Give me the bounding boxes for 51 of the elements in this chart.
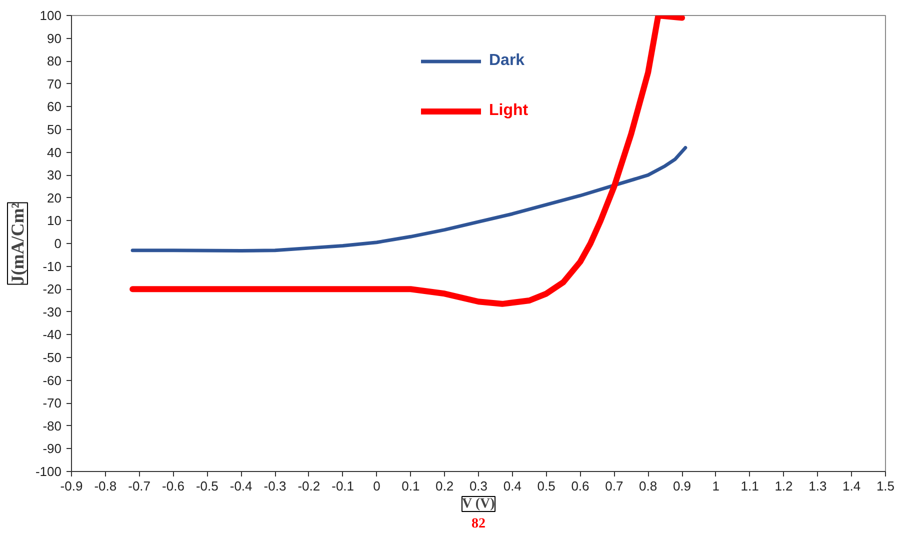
x-tick-label: 0.5 (537, 478, 556, 494)
legend-label: Dark (489, 52, 525, 70)
y-tick-label: 40 (47, 144, 62, 160)
x-tick-label: 0.9 (672, 478, 692, 494)
y-tick-label: 100 (40, 8, 62, 23)
x-tick-label: 0.8 (639, 478, 658, 494)
x-tick-label: 1.2 (774, 478, 793, 494)
x-tick-label: -0.5 (196, 478, 218, 494)
x-tick-label: 0.6 (571, 478, 590, 494)
y-tick-label: -40 (42, 327, 62, 342)
y-tick-label: 70 (47, 76, 62, 92)
x-tick-label: 1 (712, 478, 720, 494)
y-axis-title: J(mA/Cm² (8, 202, 28, 284)
x-tick-label: 1.4 (842, 478, 861, 494)
x-tick-label: 0.2 (436, 478, 454, 494)
line-series (130, 146, 688, 253)
y-tick-label: -50 (42, 350, 62, 365)
x-tick-label: -0.8 (94, 478, 117, 494)
y-tick-label: 80 (47, 54, 62, 69)
y-tick-label: 30 (47, 168, 62, 183)
x-tick-label: 0.1 (402, 478, 420, 494)
y-tick-label: -30 (42, 304, 62, 320)
x-tick-label: -0.6 (162, 478, 184, 494)
y-tick-label: -80 (42, 418, 62, 434)
y-tick-label: 0 (54, 236, 62, 251)
x-tick-label: 0 (373, 478, 380, 494)
y-tick-label: -70 (42, 396, 62, 411)
y-tick-label: 90 (47, 30, 62, 46)
y-tick-label: -90 (42, 441, 62, 456)
x-tick-label: 0.3 (469, 478, 488, 494)
y-tick-label: 60 (47, 99, 62, 114)
text: 82 (472, 516, 486, 532)
y-tick-label: -20 (42, 282, 62, 297)
legend-label: Light (489, 102, 528, 120)
x-tick-label: -0.9 (60, 478, 83, 494)
y-tick-label: 10 (47, 213, 62, 228)
y-tick-label: 50 (47, 122, 62, 137)
x-tick-label: 1.3 (808, 478, 827, 494)
x-tick-label: -0.2 (298, 478, 320, 494)
x-tick-label: 1.5 (876, 478, 895, 494)
y-tick-label: -100 (35, 464, 62, 479)
x-tick-label: 1.1 (740, 478, 759, 494)
x-tick-label: -0.4 (230, 478, 252, 494)
y-tick-label: 20 (47, 190, 62, 206)
x-tick-label: 0.7 (605, 478, 624, 494)
x-tick-label: -0.3 (264, 478, 286, 494)
x-tick-label: -0.7 (128, 478, 151, 494)
y-tick-label: -10 (42, 258, 62, 274)
y-tick-label: -60 (42, 372, 62, 388)
x-tick-label: -0.1 (332, 478, 354, 494)
x-tick-label: 0.4 (503, 478, 522, 494)
